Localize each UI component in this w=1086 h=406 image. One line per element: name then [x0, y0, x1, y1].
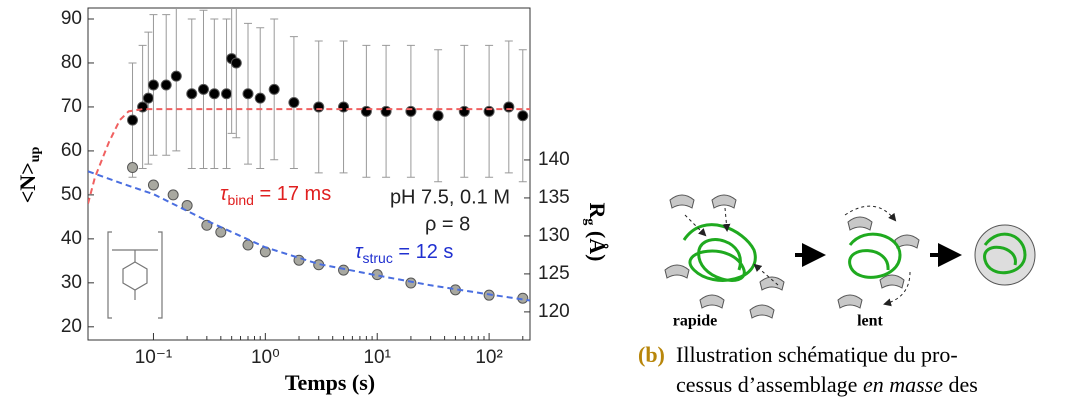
- y-tick-label: 20: [61, 316, 82, 337]
- inset-structure: [107, 231, 163, 319]
- y2-tick-label: 140: [538, 149, 570, 170]
- data-point: [215, 226, 227, 238]
- y2-tick-label: 130: [538, 225, 570, 246]
- annotation-symbol: τ: [220, 183, 229, 205]
- y-axis-title: <N>up: [15, 147, 43, 204]
- data-point: [221, 88, 233, 100]
- data-point: [313, 101, 325, 113]
- data-point: [208, 88, 220, 100]
- x-tick-label: 10⁻¹: [135, 347, 173, 368]
- y2-tick-label: 120: [538, 301, 570, 322]
- data-point: [458, 105, 470, 117]
- data-point: [127, 162, 139, 174]
- data-point: [242, 88, 254, 100]
- annotation-sub: bind: [227, 192, 253, 208]
- annotation: pH 7.5, 0.1 M: [390, 186, 510, 208]
- y2-axis-title: Rg (Å): [582, 203, 610, 262]
- plot-area: [88, 8, 530, 304]
- x-axis-title: Temps (s): [285, 370, 375, 395]
- data-point: [160, 79, 172, 91]
- fit-line: [88, 170, 530, 302]
- error-bar: [232, 8, 241, 139]
- data-point: [338, 264, 350, 276]
- x-tick-label: 10¹: [363, 347, 390, 368]
- data-point: [360, 105, 372, 117]
- annotation-symbol: τ: [355, 241, 364, 263]
- y-tick-label: 50: [61, 184, 82, 205]
- annotation-sub: struc: [362, 250, 392, 266]
- annotation: τstruc = 12 s: [355, 241, 453, 265]
- annotation-rest: = 12 s: [393, 241, 454, 263]
- data-point: [230, 57, 242, 69]
- caption-text: cessus d’assemblage en masse des: [676, 372, 978, 397]
- y-tick-label: 80: [61, 52, 82, 73]
- x-tick-label: 10²: [475, 347, 502, 368]
- y-tick-label: 90: [61, 8, 82, 29]
- data-point: [288, 97, 300, 109]
- data-point: [268, 83, 280, 95]
- data-point: [127, 114, 139, 126]
- schematic: [664, 194, 1036, 319]
- y-tick-label: 30: [61, 272, 82, 293]
- data-point: [197, 83, 209, 95]
- annotation: τbind = 17 ms: [220, 183, 331, 207]
- y-tick-label: 40: [61, 228, 82, 249]
- data-point: [254, 92, 266, 104]
- data-point: [432, 110, 444, 122]
- data-point: [142, 92, 154, 104]
- data-point: [405, 277, 417, 289]
- y2-tick-label: 125: [538, 263, 570, 284]
- data-point: [517, 110, 529, 122]
- data-point: [167, 189, 179, 201]
- step-label: rapide: [673, 313, 717, 330]
- y-tick-label: 60: [61, 140, 82, 161]
- annotation: ρ = 8: [425, 213, 470, 235]
- y2-tick-label: 135: [538, 187, 570, 208]
- step-label: lent: [857, 313, 883, 330]
- data-point: [186, 88, 198, 100]
- data-point: [405, 105, 417, 117]
- x-tick-label: 10⁰: [251, 347, 280, 368]
- data-point: [259, 246, 271, 258]
- data-point: [242, 239, 254, 251]
- fit-line: [88, 108, 530, 204]
- data-point: [147, 179, 159, 191]
- y-tick-label: 70: [61, 96, 82, 117]
- plot-frame: [87, 7, 531, 341]
- caption-text: Illustration schématique du pro-: [676, 342, 958, 367]
- caption-label: (b): [638, 342, 665, 367]
- data-point: [147, 79, 159, 91]
- data-point: [338, 101, 350, 113]
- data-point: [503, 101, 515, 113]
- annotation-rest: = 17 ms: [254, 183, 331, 205]
- data-point: [170, 70, 182, 82]
- data-point: [380, 105, 392, 117]
- data-point: [181, 200, 193, 212]
- data-point: [483, 105, 495, 117]
